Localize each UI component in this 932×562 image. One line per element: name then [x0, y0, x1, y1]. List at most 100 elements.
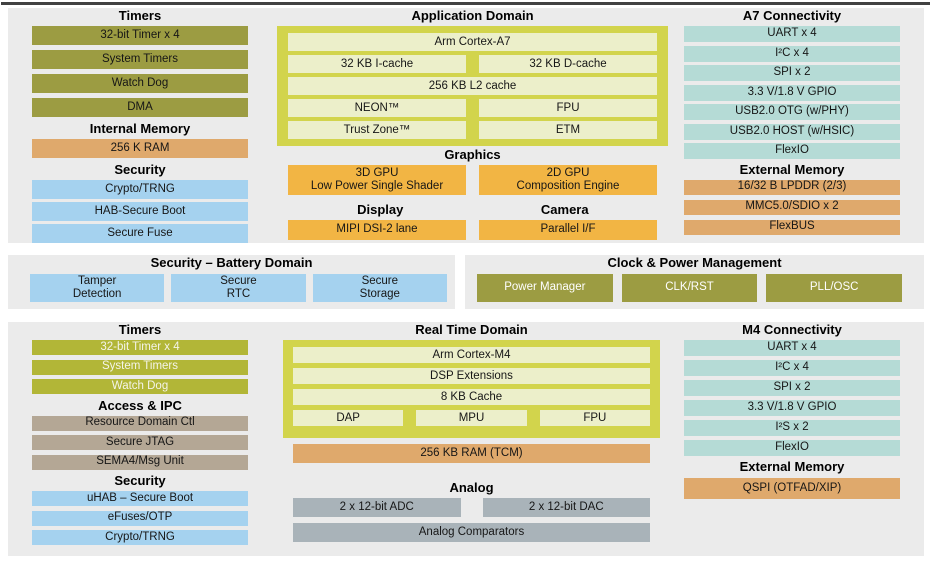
- column-bottom-center: Real Time Domain Arm Cortex-M4 DSP Extensi…: [283, 322, 660, 548]
- block-crypto-trng: Crypto/TRNG: [32, 180, 248, 199]
- block-uart-x-4: UART x 4: [684, 26, 900, 42]
- panel-application-domain: Timers 32-bit Timer x 4 System Timers Watch…: [8, 8, 924, 243]
- group-timers: Timers 32-bit Timer x 4 System Timers Watch…: [32, 323, 248, 394]
- domain-row: 256 KB L2 cache: [288, 77, 657, 95]
- section-title-a7-connectivity: A7 Connectivity: [742, 8, 842, 23]
- block-power-manager: Power Manager: [477, 274, 613, 302]
- block-flexio: FlexIO: [684, 143, 900, 159]
- domain-row: DSP Extensions: [293, 368, 650, 384]
- block-2-x-12-bit-adc: 2 x 12-bit ADC: [293, 498, 461, 517]
- block-clk-rst: CLK/RST: [621, 274, 758, 302]
- block-usb2-0-otg-w-phy: USB2.0 OTG (w/PHY): [684, 104, 900, 120]
- box-row: Analog Comparators: [283, 523, 660, 542]
- block-flexbus: FlexBUS: [684, 219, 900, 235]
- block-etm: ETM: [479, 121, 657, 139]
- group-external-memory: External Memory QSPI (OTFAD/XIP): [684, 460, 900, 499]
- group-security: Security Crypto/TRNG HAB-Secure Boot Secure…: [32, 163, 248, 243]
- block-watch-dog: Watch Dog: [32, 379, 248, 394]
- block-parallel-i-f: Parallel I/F: [479, 220, 657, 240]
- panel-real-time-domain: Timers 32-bit Timer x 4 System Timers Watch…: [8, 322, 924, 556]
- block-neon: NEON™: [288, 99, 466, 117]
- block-efuses-otp: eFuses/OTP: [32, 510, 248, 526]
- block-arm-cortex-a7: Arm Cortex-A7: [288, 33, 657, 51]
- domain-row: Arm Cortex-A7: [288, 33, 657, 51]
- block-hab-secure-boot: HAB-Secure Boot: [32, 202, 248, 221]
- block-i-c-x-4: I²C x 4: [684, 45, 900, 62]
- block-32-bit-timer-x-4: 32-bit Timer x 4: [32, 340, 248, 355]
- block-system-timers: System Timers: [32, 50, 248, 69]
- column-top-center: Application Domain Arm Cortex-A7 32 KB I-c…: [277, 8, 668, 245]
- block-spi-x-2: SPI x 2: [684, 65, 900, 81]
- block-256-kb-l2-cache: 256 KB L2 cache: [288, 77, 657, 95]
- panel-clock-power-management: Clock & Power Management Power Manager CL…: [465, 255, 924, 309]
- block-usb2-0-host-w-hsic: USB2.0 HOST (w/HSIC): [684, 123, 900, 140]
- column-bottom-left: Timers 32-bit Timer x 4 System Timers Watch…: [32, 322, 248, 550]
- section-title-timers: Timers: [118, 322, 162, 337]
- block-qspi-otfad-xip: QSPI (OTFAD/XIP): [684, 478, 900, 499]
- block-16-32-b-lpddr-2-3: 16/32 B LPDDR (2/3): [684, 179, 900, 195]
- box-row: 3D GPU Low Power Single Shader 2D GPU Com…: [277, 165, 668, 195]
- cpu-domain-container: Arm Cortex-A7 32 KB I-cache 32 KB D-cache 2…: [277, 26, 668, 146]
- block-2-x-12-bit-dac: 2 x 12-bit DAC: [482, 498, 650, 517]
- block-system-timers: System Timers: [32, 359, 248, 375]
- block-mmc5-0-sdio-x-2: MMC5.0/SDIO x 2: [684, 199, 900, 215]
- block-mipi-dsi-2-lane: MIPI DSI-2 lane: [288, 220, 466, 240]
- group-a7-connectivity: A7 Connectivity UART x 4 I²C x 4 SPI x 2 3.3…: [684, 9, 900, 159]
- section-title-display: Display: [357, 202, 404, 217]
- block-32-bit-timer-x-4: 32-bit Timer x 4: [32, 26, 248, 45]
- section-title-external-memory: External Memory: [739, 161, 845, 177]
- panel-security-battery-domain: Security – Battery Domain Tamper Detecti…: [8, 255, 455, 309]
- block-secure-fuse: Secure Fuse: [32, 224, 248, 243]
- domain-row: NEON™ FPU: [288, 99, 657, 117]
- domain-row: 32 KB I-cache 32 KB D-cache: [288, 55, 657, 73]
- domain-row: 8 KB Cache: [293, 389, 650, 405]
- section-title-security-battery-domain: Security – Battery Domain: [150, 255, 313, 270]
- block-3-3-v-1-8-v-gpio: 3.3 V/1.8 V GPIO: [684, 84, 900, 101]
- block-secure-storage: Secure Storage: [312, 274, 447, 302]
- section-title-external-memory: External Memory: [739, 459, 845, 474]
- block-secure-rtc: Secure RTC: [171, 274, 306, 302]
- group-m4-connectivity: M4 Connectivity UART x 4 I²C x 4 SPI x 2 3.3…: [684, 323, 900, 456]
- section-title-application-domain: Application Domain: [411, 8, 534, 23]
- block-dma: DMA: [32, 98, 248, 117]
- block-256-k-ram: 256 K RAM: [32, 139, 248, 158]
- section-title-camera: Camera: [540, 202, 589, 217]
- column-top-left: Timers 32-bit Timer x 4 System Timers Watch…: [32, 8, 248, 246]
- block-fpu: FPU: [479, 99, 657, 117]
- group-timers: Timers 32-bit Timer x 4 System Timers Watch…: [32, 9, 248, 117]
- domain-row: DAP MPU FPU: [293, 410, 650, 426]
- block-32-kb-d-cache: 32 KB D-cache: [479, 55, 657, 73]
- section-title-timers: Timers: [118, 8, 162, 23]
- section-title-graphics: Graphics: [444, 147, 501, 162]
- group-security: Security uHAB – Secure Boot eFuses/OTP Cryp…: [32, 474, 248, 545]
- group-external-memory: External Memory 16/32 B LPDDR (2/3) MMC5.0…: [684, 161, 900, 235]
- block-uart-x-4: UART x 4: [684, 340, 900, 356]
- block-pll-osc: PLL/OSC: [766, 274, 903, 302]
- block-watch-dog: Watch Dog: [32, 74, 248, 93]
- block-2d-gpu-composition-engine: 2D GPU Composition Engine: [479, 165, 657, 195]
- block-trust-zone: Trust Zone™: [288, 121, 466, 139]
- section-title-security: Security: [114, 162, 166, 177]
- cpu-domain-container: Arm Cortex-M4 DSP Extensions 8 KB Cache DAP…: [283, 340, 660, 438]
- block-3d-gpu-low-power-single-shader: 3D GPU Low Power Single Shader: [288, 165, 466, 195]
- section-title-real-time-domain: Real Time Domain: [415, 322, 528, 337]
- section-title-internal-memory: Internal Memory: [89, 121, 191, 136]
- block-crypto-trng: Crypto/TRNG: [32, 530, 248, 545]
- block-32-kb-i-cache: 32 KB I-cache: [288, 55, 466, 73]
- block-mpu: MPU: [416, 410, 527, 426]
- section-title-analog: Analog: [449, 480, 494, 495]
- block-resource-domain-ctl: Resource Domain Ctl: [32, 415, 248, 431]
- block-uhab-secure-boot: uHAB – Secure Boot: [32, 491, 248, 506]
- block-secure-jtag: Secure JTAG: [32, 435, 248, 450]
- section-title-clock-power-management: Clock & Power Management: [607, 255, 782, 270]
- section-title-m4-connectivity: M4 Connectivity: [742, 322, 842, 337]
- block-flexio: FlexIO: [684, 440, 900, 456]
- block-8-kb-cache: 8 KB Cache: [293, 389, 650, 405]
- column-top-right: A7 Connectivity UART x 4 I²C x 4 SPI x 2 3.3…: [684, 8, 900, 240]
- domain-row: Trust Zone™ ETM: [288, 121, 657, 139]
- block-dap: DAP: [293, 410, 404, 426]
- title-pair-row: Display Camera: [277, 200, 668, 220]
- clock-power-boxes: Power Manager CLK/RST PLL/OSC: [477, 274, 903, 302]
- block-256-kb-ram-tcm: 256 KB RAM (TCM): [293, 444, 650, 463]
- block-spi-x-2: SPI x 2: [684, 380, 900, 396]
